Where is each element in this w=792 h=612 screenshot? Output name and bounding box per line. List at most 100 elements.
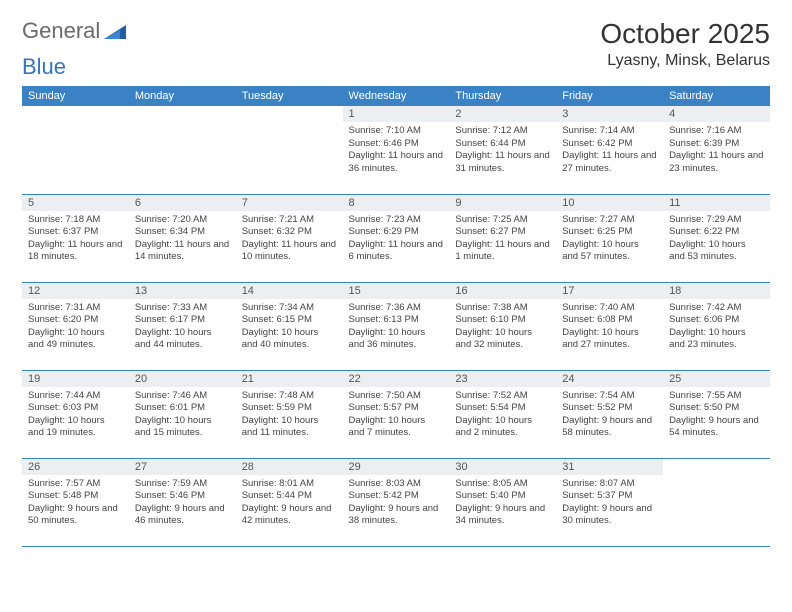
calendar-day-cell: 30Sunrise: 8:05 AMSunset: 5:40 PMDayligh… <box>449 458 556 546</box>
calendar-row: 19Sunrise: 7:44 AMSunset: 6:03 PMDayligh… <box>22 370 770 458</box>
day-number: 8 <box>343 195 450 211</box>
weekday-header: Friday <box>556 86 663 106</box>
day-number: 18 <box>663 283 770 299</box>
brand-part1: General <box>22 18 100 44</box>
calendar-empty-cell <box>129 106 236 194</box>
day-number: 24 <box>556 371 663 387</box>
day-number: 13 <box>129 283 236 299</box>
day-details: Sunrise: 7:31 AMSunset: 6:20 PMDaylight:… <box>22 299 129 356</box>
calendar-empty-cell <box>663 458 770 546</box>
calendar-row: 5Sunrise: 7:18 AMSunset: 6:37 PMDaylight… <box>22 194 770 282</box>
weekday-header: Thursday <box>449 86 556 106</box>
calendar-day-cell: 21Sunrise: 7:48 AMSunset: 5:59 PMDayligh… <box>236 370 343 458</box>
day-details: Sunrise: 7:21 AMSunset: 6:32 PMDaylight:… <box>236 211 343 268</box>
calendar-day-cell: 18Sunrise: 7:42 AMSunset: 6:06 PMDayligh… <box>663 282 770 370</box>
day-number: 1 <box>343 106 450 122</box>
title-block: October 2025 Lyasny, Minsk, Belarus <box>600 18 770 70</box>
day-details: Sunrise: 7:14 AMSunset: 6:42 PMDaylight:… <box>556 122 663 179</box>
calendar-day-cell: 8Sunrise: 7:23 AMSunset: 6:29 PMDaylight… <box>343 194 450 282</box>
day-details: Sunrise: 8:01 AMSunset: 5:44 PMDaylight:… <box>236 475 343 532</box>
calendar-day-cell: 14Sunrise: 7:34 AMSunset: 6:15 PMDayligh… <box>236 282 343 370</box>
day-details: Sunrise: 7:23 AMSunset: 6:29 PMDaylight:… <box>343 211 450 268</box>
calendar-day-cell: 16Sunrise: 7:38 AMSunset: 6:10 PMDayligh… <box>449 282 556 370</box>
calendar-day-cell: 13Sunrise: 7:33 AMSunset: 6:17 PMDayligh… <box>129 282 236 370</box>
day-number: 9 <box>449 195 556 211</box>
day-number: 19 <box>22 371 129 387</box>
calendar-empty-cell <box>22 106 129 194</box>
day-details: Sunrise: 7:25 AMSunset: 6:27 PMDaylight:… <box>449 211 556 268</box>
calendar-day-cell: 9Sunrise: 7:25 AMSunset: 6:27 PMDaylight… <box>449 194 556 282</box>
weekday-header: Saturday <box>663 86 770 106</box>
day-number: 4 <box>663 106 770 122</box>
day-details: Sunrise: 7:55 AMSunset: 5:50 PMDaylight:… <box>663 387 770 444</box>
day-details: Sunrise: 7:54 AMSunset: 5:52 PMDaylight:… <box>556 387 663 444</box>
location-label: Lyasny, Minsk, Belarus <box>600 52 770 70</box>
brand-logo: General <box>22 18 128 44</box>
day-number: 17 <box>556 283 663 299</box>
calendar-day-cell: 23Sunrise: 7:52 AMSunset: 5:54 PMDayligh… <box>449 370 556 458</box>
day-number: 21 <box>236 371 343 387</box>
calendar-header-row: SundayMondayTuesdayWednesdayThursdayFrid… <box>22 86 770 106</box>
day-details: Sunrise: 7:34 AMSunset: 6:15 PMDaylight:… <box>236 299 343 356</box>
calendar-day-cell: 11Sunrise: 7:29 AMSunset: 6:22 PMDayligh… <box>663 194 770 282</box>
calendar-day-cell: 4Sunrise: 7:16 AMSunset: 6:39 PMDaylight… <box>663 106 770 194</box>
day-number: 10 <box>556 195 663 211</box>
calendar-day-cell: 19Sunrise: 7:44 AMSunset: 6:03 PMDayligh… <box>22 370 129 458</box>
day-details: Sunrise: 7:10 AMSunset: 6:46 PMDaylight:… <box>343 122 450 179</box>
day-details: Sunrise: 8:07 AMSunset: 5:37 PMDaylight:… <box>556 475 663 532</box>
day-number: 26 <box>22 459 129 475</box>
weekday-header: Wednesday <box>343 86 450 106</box>
day-details: Sunrise: 8:05 AMSunset: 5:40 PMDaylight:… <box>449 475 556 532</box>
day-number: 29 <box>343 459 450 475</box>
calendar-day-cell: 10Sunrise: 7:27 AMSunset: 6:25 PMDayligh… <box>556 194 663 282</box>
day-number: 11 <box>663 195 770 211</box>
day-details: Sunrise: 7:42 AMSunset: 6:06 PMDaylight:… <box>663 299 770 356</box>
day-number: 23 <box>449 371 556 387</box>
calendar-page: General October 2025 Lyasny, Minsk, Bela… <box>0 0 792 557</box>
day-details: Sunrise: 7:36 AMSunset: 6:13 PMDaylight:… <box>343 299 450 356</box>
calendar-empty-cell <box>236 106 343 194</box>
day-number: 15 <box>343 283 450 299</box>
day-number: 3 <box>556 106 663 122</box>
calendar-day-cell: 29Sunrise: 8:03 AMSunset: 5:42 PMDayligh… <box>343 458 450 546</box>
day-details: Sunrise: 7:50 AMSunset: 5:57 PMDaylight:… <box>343 387 450 444</box>
calendar-body: 1Sunrise: 7:10 AMSunset: 6:46 PMDaylight… <box>22 106 770 546</box>
calendar-row: 1Sunrise: 7:10 AMSunset: 6:46 PMDaylight… <box>22 106 770 194</box>
day-number: 22 <box>343 371 450 387</box>
calendar-day-cell: 31Sunrise: 8:07 AMSunset: 5:37 PMDayligh… <box>556 458 663 546</box>
month-title: October 2025 <box>600 18 770 50</box>
day-details: Sunrise: 7:38 AMSunset: 6:10 PMDaylight:… <box>449 299 556 356</box>
day-details: Sunrise: 7:40 AMSunset: 6:08 PMDaylight:… <box>556 299 663 356</box>
day-number: 16 <box>449 283 556 299</box>
calendar-day-cell: 22Sunrise: 7:50 AMSunset: 5:57 PMDayligh… <box>343 370 450 458</box>
calendar-day-cell: 17Sunrise: 7:40 AMSunset: 6:08 PMDayligh… <box>556 282 663 370</box>
day-details: Sunrise: 7:57 AMSunset: 5:48 PMDaylight:… <box>22 475 129 532</box>
brand-part2: Blue <box>22 54 66 80</box>
brand-triangle-icon <box>104 21 126 42</box>
day-number: 20 <box>129 371 236 387</box>
day-details: Sunrise: 7:33 AMSunset: 6:17 PMDaylight:… <box>129 299 236 356</box>
calendar-day-cell: 24Sunrise: 7:54 AMSunset: 5:52 PMDayligh… <box>556 370 663 458</box>
day-details: Sunrise: 7:48 AMSunset: 5:59 PMDaylight:… <box>236 387 343 444</box>
weekday-header: Monday <box>129 86 236 106</box>
day-number: 27 <box>129 459 236 475</box>
day-number: 5 <box>22 195 129 211</box>
calendar-day-cell: 1Sunrise: 7:10 AMSunset: 6:46 PMDaylight… <box>343 106 450 194</box>
day-details: Sunrise: 7:59 AMSunset: 5:46 PMDaylight:… <box>129 475 236 532</box>
calendar-day-cell: 7Sunrise: 7:21 AMSunset: 6:32 PMDaylight… <box>236 194 343 282</box>
calendar-day-cell: 6Sunrise: 7:20 AMSunset: 6:34 PMDaylight… <box>129 194 236 282</box>
day-details: Sunrise: 7:20 AMSunset: 6:34 PMDaylight:… <box>129 211 236 268</box>
calendar-day-cell: 25Sunrise: 7:55 AMSunset: 5:50 PMDayligh… <box>663 370 770 458</box>
day-number: 14 <box>236 283 343 299</box>
weekday-header: Tuesday <box>236 86 343 106</box>
day-number: 7 <box>236 195 343 211</box>
day-number: 6 <box>129 195 236 211</box>
calendar-row: 12Sunrise: 7:31 AMSunset: 6:20 PMDayligh… <box>22 282 770 370</box>
calendar-day-cell: 2Sunrise: 7:12 AMSunset: 6:44 PMDaylight… <box>449 106 556 194</box>
day-number: 2 <box>449 106 556 122</box>
day-details: Sunrise: 7:52 AMSunset: 5:54 PMDaylight:… <box>449 387 556 444</box>
day-number: 12 <box>22 283 129 299</box>
weekday-header: Sunday <box>22 86 129 106</box>
day-details: Sunrise: 7:18 AMSunset: 6:37 PMDaylight:… <box>22 211 129 268</box>
calendar-day-cell: 27Sunrise: 7:59 AMSunset: 5:46 PMDayligh… <box>129 458 236 546</box>
